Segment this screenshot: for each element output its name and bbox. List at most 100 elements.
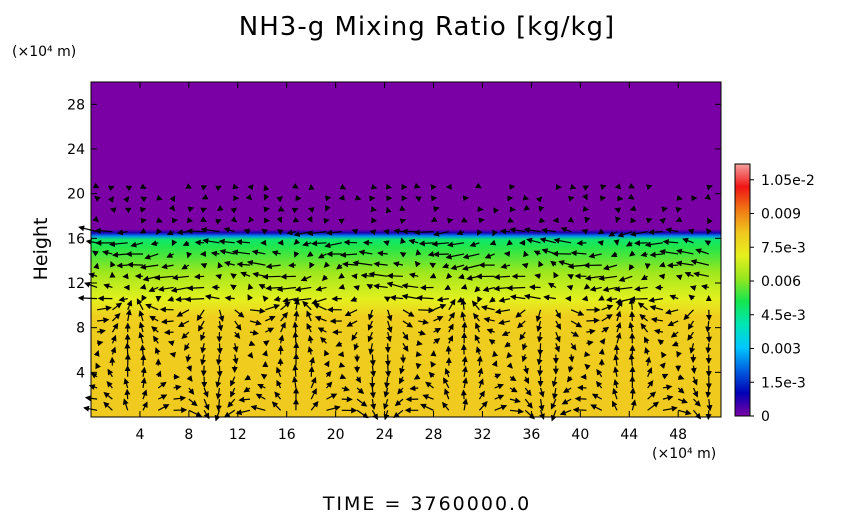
wind-vector bbox=[584, 363, 591, 370]
wind-vector bbox=[693, 271, 709, 278]
wind-vector bbox=[111, 322, 119, 333]
wind-vector bbox=[386, 309, 393, 322]
wind-vector bbox=[339, 183, 347, 190]
wind-vector bbox=[306, 250, 314, 257]
wind-vector bbox=[608, 230, 618, 237]
wind-vector bbox=[383, 410, 390, 421]
wind-vector bbox=[662, 384, 673, 391]
wind-vector bbox=[661, 206, 668, 213]
wind-vector bbox=[276, 379, 282, 389]
wind-vector bbox=[140, 377, 147, 389]
wind-vector bbox=[94, 195, 101, 202]
wind-vector bbox=[350, 296, 358, 302]
wind-vector bbox=[402, 320, 414, 328]
wind-vector bbox=[139, 183, 147, 189]
wind-vector bbox=[335, 341, 343, 347]
wind-vector bbox=[178, 320, 190, 327]
wind-vector bbox=[462, 264, 480, 271]
wind-vector bbox=[166, 229, 174, 236]
wind-vector bbox=[471, 300, 480, 311]
wind-vector bbox=[377, 250, 388, 257]
wind-vector bbox=[302, 300, 312, 311]
wind-vector bbox=[494, 394, 505, 401]
y-tick-label: 28 bbox=[67, 97, 85, 113]
wind-vector bbox=[176, 309, 190, 317]
wind-vector bbox=[188, 398, 198, 407]
wind-vector bbox=[202, 387, 209, 398]
colorbar-tick-label: 7.5e-3 bbox=[761, 240, 806, 256]
wind-vector bbox=[517, 320, 526, 329]
wind-vector bbox=[306, 310, 312, 322]
wind-vector bbox=[645, 184, 653, 191]
wind-vector bbox=[243, 386, 251, 393]
wind-vector bbox=[647, 380, 654, 389]
wind-vector bbox=[613, 286, 633, 293]
wind-vector bbox=[474, 322, 481, 333]
wind-vector bbox=[598, 275, 618, 282]
wind-vector bbox=[366, 284, 374, 290]
wind-vector bbox=[186, 365, 192, 372]
wind-vector bbox=[659, 362, 666, 369]
wind-vector bbox=[695, 248, 709, 255]
wind-vector bbox=[204, 294, 220, 300]
wind-vector bbox=[482, 286, 495, 293]
wind-vector bbox=[200, 185, 208, 191]
wind-vector bbox=[567, 365, 574, 373]
wind-vector bbox=[536, 354, 543, 366]
wind-vector bbox=[230, 376, 236, 387]
wind-vector bbox=[555, 331, 561, 343]
wind-vector bbox=[523, 204, 530, 211]
wind-vector bbox=[551, 376, 558, 388]
wind-vector bbox=[155, 370, 162, 378]
wind-vector bbox=[615, 310, 622, 322]
wind-vector bbox=[167, 295, 175, 302]
wind-vector bbox=[555, 320, 562, 330]
wind-vector bbox=[677, 374, 685, 380]
wind-vector bbox=[509, 397, 521, 404]
wind-vector bbox=[567, 216, 575, 223]
wind-vector bbox=[356, 398, 368, 407]
wind-vector bbox=[249, 307, 266, 314]
wind-vector bbox=[200, 343, 207, 354]
wind-vector bbox=[645, 217, 653, 224]
wind-vector bbox=[408, 238, 419, 245]
wind-vector bbox=[688, 294, 696, 301]
wind-vector bbox=[461, 365, 468, 377]
wind-vector bbox=[447, 241, 465, 248]
wind-vector bbox=[570, 320, 583, 328]
wind-vector bbox=[413, 229, 434, 236]
wind-vector bbox=[97, 305, 112, 312]
wind-vector bbox=[523, 293, 541, 300]
wind-vector bbox=[161, 263, 174, 270]
wind-vector bbox=[416, 294, 434, 301]
colorbar-tick-label: 0.006 bbox=[761, 274, 801, 290]
wind-vector bbox=[425, 381, 434, 389]
wind-vector bbox=[684, 271, 694, 278]
wind-vector bbox=[443, 377, 450, 389]
wind-vector bbox=[595, 380, 603, 389]
y-axis-unit: (×10⁴ m) bbox=[12, 44, 77, 60]
wind-vector bbox=[145, 303, 159, 311]
wind-vector bbox=[582, 193, 588, 201]
wind-vector bbox=[126, 299, 133, 311]
wind-vector bbox=[185, 183, 193, 189]
wind-vector bbox=[215, 399, 222, 412]
wind-vector bbox=[477, 367, 484, 377]
wind-vector bbox=[370, 365, 377, 378]
wind-vector bbox=[576, 240, 587, 247]
wind-vector bbox=[692, 387, 699, 398]
x-tick-label: 32 bbox=[474, 427, 492, 443]
wind-vector bbox=[399, 251, 407, 258]
colorbar-tick-label: 1.5e-3 bbox=[761, 375, 806, 391]
wind-vector bbox=[249, 319, 262, 326]
wind-vector bbox=[200, 354, 207, 366]
wind-vector bbox=[232, 183, 239, 190]
wind-vector bbox=[469, 241, 480, 248]
wind-vector bbox=[677, 387, 685, 394]
wind-vector bbox=[138, 310, 145, 322]
wind-vector bbox=[215, 376, 222, 388]
wind-vector bbox=[157, 381, 167, 389]
wind-vector bbox=[154, 347, 161, 355]
wind-vector bbox=[506, 239, 514, 246]
wind-vector bbox=[394, 398, 404, 407]
